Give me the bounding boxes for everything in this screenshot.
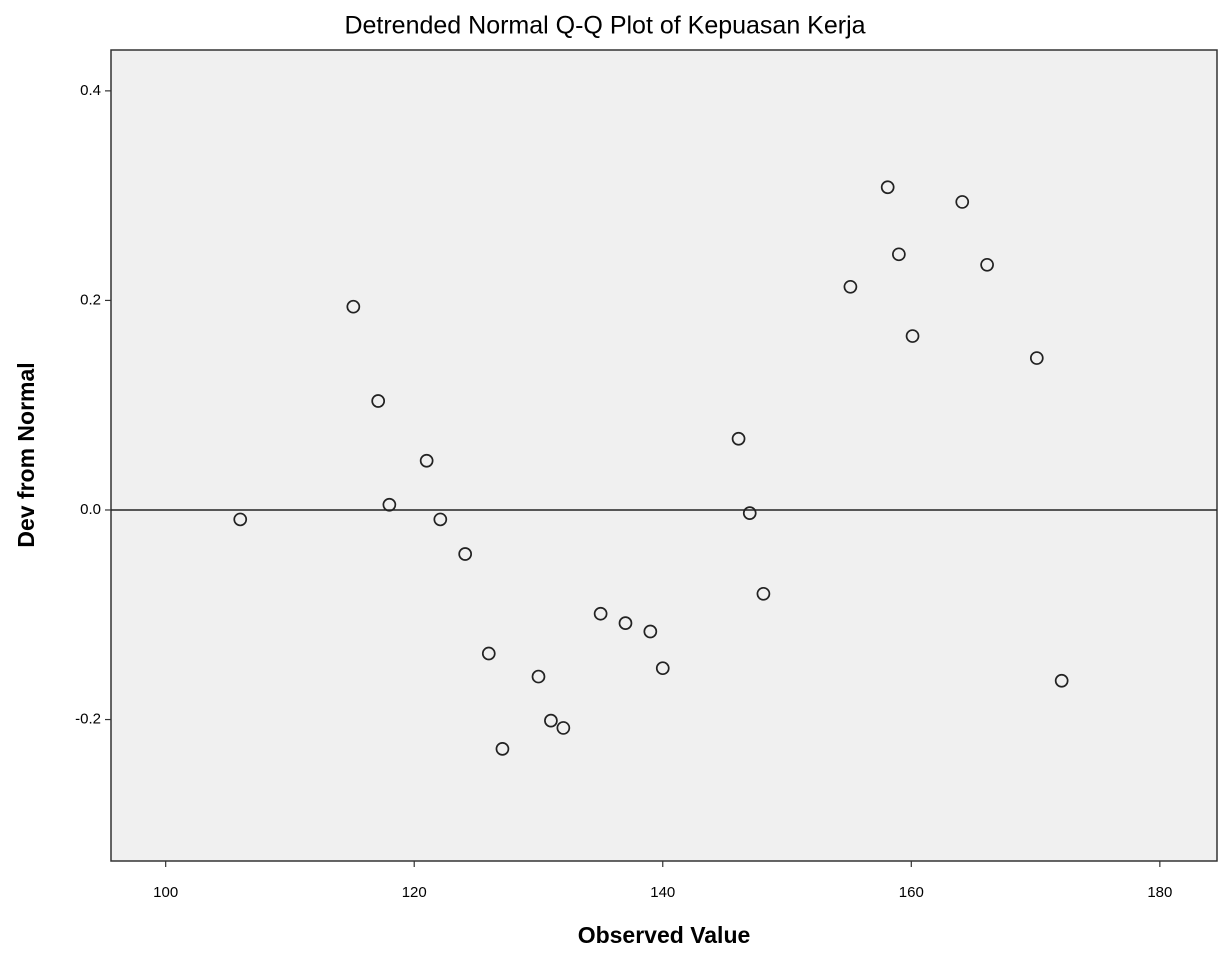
x-tick-label: 180 <box>1147 884 1172 901</box>
point <box>655 661 670 676</box>
point <box>382 497 397 512</box>
x-tick-label: 100 <box>153 884 178 901</box>
point <box>880 180 895 195</box>
point <box>556 721 571 735</box>
plot-area <box>110 49 1218 862</box>
point <box>495 742 510 756</box>
point <box>892 247 906 262</box>
point <box>905 329 920 343</box>
point <box>346 299 361 314</box>
y-tick-label: 0.2 <box>80 291 101 308</box>
point <box>544 713 558 728</box>
x-axis-label: Observed Value <box>578 922 751 948</box>
point <box>481 646 496 661</box>
point <box>731 431 746 446</box>
x-tick-label: 160 <box>899 884 924 901</box>
point <box>843 279 858 294</box>
point <box>643 624 658 639</box>
point <box>1054 673 1069 688</box>
chart-title: Detrended Normal Q-Q Plot of Kepuasan Ke… <box>344 12 865 40</box>
point <box>419 453 434 468</box>
point <box>955 195 970 209</box>
point <box>742 506 757 520</box>
point <box>458 547 473 561</box>
x-tick-label: 120 <box>402 884 427 901</box>
point <box>618 616 633 630</box>
point <box>593 606 608 621</box>
point <box>980 257 994 272</box>
point <box>371 394 386 408</box>
y-tick-label: 0.0 <box>80 501 101 518</box>
point <box>1029 351 1044 365</box>
point <box>531 669 546 684</box>
point <box>433 512 448 527</box>
point <box>756 586 771 601</box>
y-tick-label: 0.4 <box>80 82 101 99</box>
point <box>233 512 248 527</box>
x-tick-label: 140 <box>650 884 675 901</box>
y-tick-label: -0.2 <box>75 711 101 728</box>
y-axis-label: Dev from Normal <box>13 362 39 547</box>
